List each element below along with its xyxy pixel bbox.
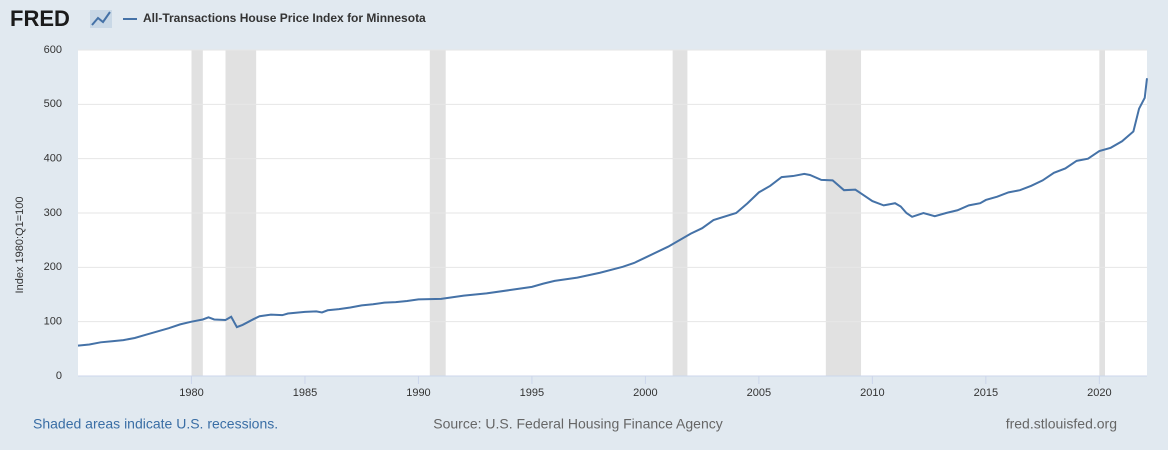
y-tick-label: 0 xyxy=(56,370,62,382)
footer-note: Shaded areas indicate U.S. recessions. xyxy=(33,416,278,432)
y-tick-label: 300 xyxy=(44,207,62,219)
x-tick-label: 2000 xyxy=(633,387,657,399)
footer-link: fred.stlouisfed.org xyxy=(1006,416,1117,432)
y-tick-label: 600 xyxy=(44,44,62,56)
logo-icon xyxy=(90,10,112,28)
y-tick-label: 100 xyxy=(44,316,62,328)
logo: FRED xyxy=(10,6,70,31)
legend-label: All-Transactions House Price Index for M… xyxy=(143,11,426,25)
x-tick-label: 2020 xyxy=(1087,387,1111,399)
y-axis-label: Index 1980:Q1=100 xyxy=(14,197,26,294)
x-tick-label: 1980 xyxy=(179,387,203,399)
x-tick-label: 1985 xyxy=(293,387,317,399)
source: Source: U.S. Federal Housing Finance Age… xyxy=(433,416,723,432)
x-tick-label: 2005 xyxy=(747,387,771,399)
x-tick-label: 2015 xyxy=(974,387,998,399)
y-tick-label: 500 xyxy=(44,98,62,110)
x-tick-label: 1995 xyxy=(520,387,544,399)
x-tick-label: 1990 xyxy=(406,387,430,399)
y-tick-label: 200 xyxy=(44,261,62,273)
series-line xyxy=(77,78,1148,347)
x-tick-label: 2010 xyxy=(860,387,884,399)
y-tick-label: 400 xyxy=(44,153,62,165)
